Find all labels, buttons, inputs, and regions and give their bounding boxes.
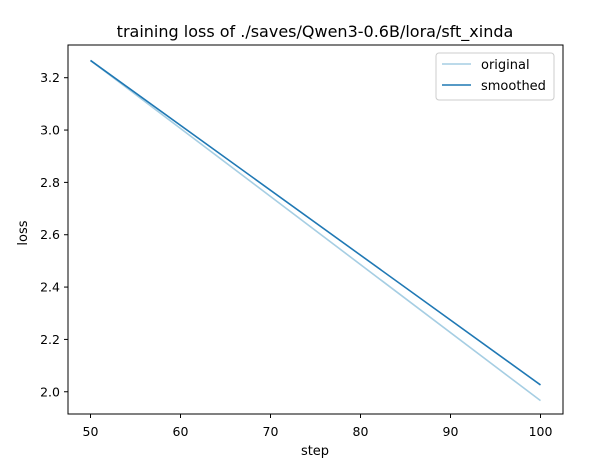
- series-line-original: [90, 59, 541, 402]
- y-tick-label: 2.4: [40, 280, 60, 295]
- x-tick-label: 50: [83, 424, 99, 439]
- y-tick-label: 2.0: [40, 384, 60, 399]
- series-line-smoothed: [90, 59, 541, 386]
- plot-area: [67, 44, 564, 415]
- x-axis: 50 60 70 80 90 100: [83, 414, 553, 439]
- y-axis-label: loss: [16, 220, 31, 245]
- y-tick-label: 2.6: [40, 227, 60, 242]
- y-tick-label: 3.2: [40, 70, 60, 85]
- x-tick-label: 100: [529, 424, 553, 439]
- x-tick-label: 80: [353, 424, 369, 439]
- x-tick-label: 70: [263, 424, 279, 439]
- x-axis-label: step: [301, 444, 329, 459]
- legend-label-smoothed: smoothed: [481, 79, 546, 94]
- legend-label-original: original: [481, 58, 530, 73]
- x-tick-label: 60: [173, 424, 189, 439]
- y-tick-label: 3.0: [40, 123, 60, 138]
- plot-frame: [67, 44, 564, 415]
- y-axis: 2.0 2.2 2.4 2.6 2.8 3.0 3.2: [40, 70, 68, 399]
- x-tick-label: 90: [443, 424, 459, 439]
- chart-title: training loss of ./saves/Qwen3-0.6B/lora…: [117, 22, 514, 42]
- y-tick-label: 2.8: [40, 175, 60, 190]
- y-tick-label: 2.2: [40, 332, 60, 347]
- legend: original smoothed: [435, 52, 555, 101]
